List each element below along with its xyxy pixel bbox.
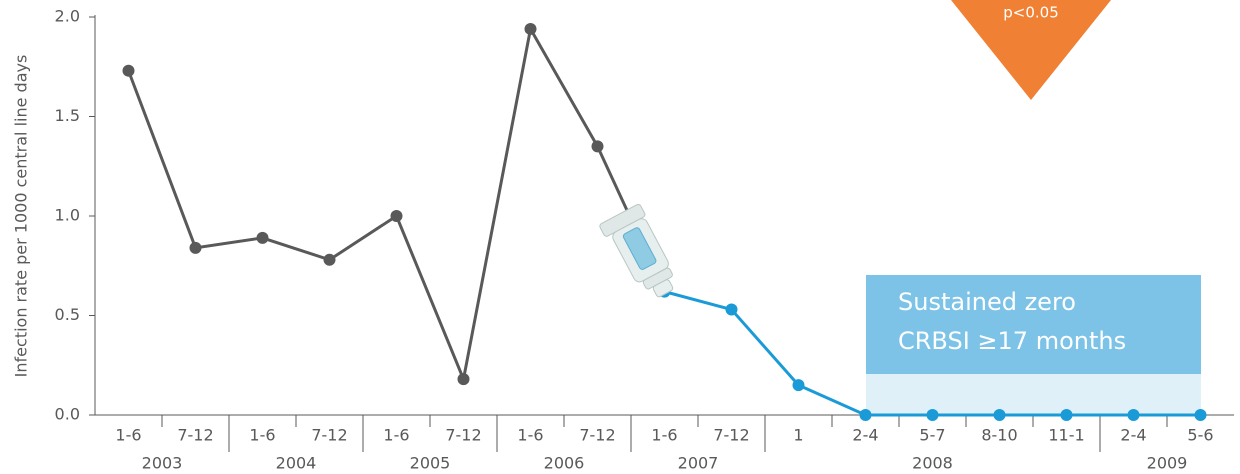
data-point	[1128, 409, 1140, 421]
x-tick-label: 1-6	[249, 426, 275, 445]
x-tick-label: 1-6	[651, 426, 677, 445]
chart: p<0.05 Sustained zero CRBSI ≥17 months I…	[0, 0, 1240, 474]
y-axis-label: Infection rate per 1000 central line day…	[12, 55, 31, 378]
x-tick-label: 7-12	[177, 426, 213, 445]
x-tick-label: 1	[793, 426, 803, 445]
data-point	[458, 373, 470, 385]
data-point	[1061, 409, 1073, 421]
x-tick-label: 5-7	[919, 426, 945, 445]
x-group-label: 2007	[678, 454, 719, 473]
y-tick-label: 0.0	[55, 405, 80, 424]
x-tick-label: 1-6	[383, 426, 409, 445]
data-point	[391, 210, 403, 222]
data-point	[1195, 409, 1207, 421]
data-point	[190, 242, 202, 254]
catheter-icon	[599, 203, 683, 306]
p-value: p<0.05	[1003, 4, 1059, 22]
x-tick-label: 7-12	[713, 426, 749, 445]
x-tick-label: 1-6	[517, 426, 543, 445]
x-tick-label: 5-6	[1187, 426, 1213, 445]
y-tick-label: 1.0	[55, 206, 80, 225]
data-point	[324, 254, 336, 266]
data-point	[257, 232, 269, 244]
page: p<0.05 Sustained zero CRBSI ≥17 months I…	[0, 0, 1240, 474]
data-point	[726, 304, 738, 316]
x-tick-label: 7-12	[445, 426, 481, 445]
x-tick-label: 11-1	[1048, 426, 1084, 445]
series-line	[129, 29, 598, 379]
annotation-line: Sustained zero	[898, 288, 1076, 316]
data-point	[123, 65, 135, 77]
y-tick-label: 2.0	[55, 7, 80, 26]
x-tick-label: 1-6	[115, 426, 141, 445]
x-group-label: 2008	[912, 454, 953, 473]
x-group-label: 2003	[142, 454, 183, 473]
x-tick-label: 7-12	[311, 426, 347, 445]
y-tick-label: 1.5	[55, 106, 80, 125]
data-point	[793, 379, 805, 391]
x-group-label: 2005	[410, 454, 451, 473]
x-group-label: 2006	[544, 454, 585, 473]
data-point	[525, 23, 537, 35]
x-tick-label: 8-10	[981, 426, 1017, 445]
data-point	[994, 409, 1006, 421]
annotation-line: CRBSI ≥17 months	[898, 327, 1126, 355]
annotation-band	[866, 374, 1201, 415]
x-group-label: 2004	[276, 454, 317, 473]
x-tick-label: 7-12	[579, 426, 615, 445]
data-point	[860, 409, 872, 421]
data-point	[592, 140, 604, 152]
x-group-label: 2009	[1147, 454, 1188, 473]
data-point	[927, 409, 939, 421]
x-tick-label: 2-4	[852, 426, 878, 445]
x-tick-label: 2-4	[1120, 426, 1146, 445]
y-tick-label: 0.5	[55, 305, 80, 324]
